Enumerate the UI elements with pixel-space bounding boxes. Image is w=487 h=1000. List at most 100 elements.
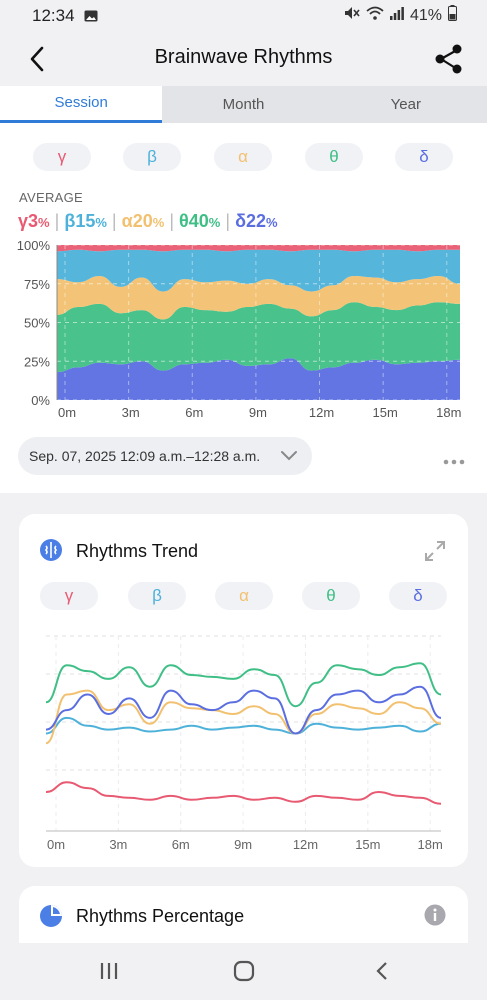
avg-alpha-unit: % (152, 215, 165, 230)
image-notification-icon (84, 9, 98, 27)
tab-session[interactable]: Session (0, 86, 163, 123)
avg-divider: | (225, 211, 231, 231)
trend-filter-theta[interactable]: θ (302, 582, 360, 610)
nav-back-icon (376, 962, 387, 980)
avg-delta: δ22% (235, 211, 278, 231)
recents-icon (100, 963, 118, 979)
wifi-icon (366, 6, 384, 25)
trend-filter-gamma[interactable]: γ (40, 582, 98, 610)
stack-area-alpha (57, 276, 460, 320)
x-tick-label: 0m (58, 405, 76, 420)
avg-beta: β15% (64, 211, 107, 231)
y-tick-label: 0% (31, 393, 50, 408)
y-tick-label: 100% (17, 238, 51, 253)
session-range-text: Sep. 07, 2025 12:09 a.m.–12:28 a.m. (29, 448, 261, 464)
avg-alpha: α20% (122, 211, 165, 231)
x-tick-label: 15m (373, 405, 398, 420)
avg-gamma: γ3% (18, 211, 50, 231)
trend-card-title: Rhythms Trend (76, 541, 199, 561)
info-button[interactable] (424, 904, 446, 926)
avg-theta: θ40% (179, 211, 220, 231)
more-dots-icon (443, 459, 465, 465)
x-tick-label: 12m (293, 837, 318, 852)
pie-chart-icon (39, 904, 63, 928)
x-tick-label: 18m (436, 405, 461, 420)
trend-filter-alpha[interactable]: α (215, 582, 273, 610)
filter-alpha[interactable]: α (214, 143, 272, 171)
average-label: AVERAGE (19, 190, 83, 205)
avg-beta-value: 15 (75, 211, 96, 231)
status-time: 12:34 (32, 6, 75, 25)
avg-beta-symbol: β (64, 211, 76, 231)
mute-icon (344, 6, 360, 25)
x-tick-label: 15m (355, 837, 380, 852)
x-tick-label: 12m (309, 405, 334, 420)
tab-month[interactable]: Month (222, 96, 265, 113)
rhythm-filter-row: γ β α θ δ (0, 143, 487, 171)
app-bar: Brainwave Rhythms (0, 32, 487, 86)
info-icon (424, 904, 446, 926)
stack-area-beta (57, 249, 460, 292)
x-tick-label: 6m (185, 405, 203, 420)
y-tick-label: 75% (24, 277, 50, 292)
status-indicators: 41% (344, 5, 457, 26)
y-tick-label: 25% (24, 354, 50, 369)
x-tick-label: 18m (418, 837, 443, 852)
y-tick-label: 50% (24, 316, 50, 331)
tab-year[interactable]: Year (390, 96, 421, 113)
expand-icon (425, 541, 445, 561)
avg-beta-unit: % (95, 215, 107, 230)
x-tick-label: 9m (234, 837, 252, 852)
avg-divider: | (169, 211, 174, 231)
brain-icon (39, 538, 63, 562)
filter-theta[interactable]: θ (305, 143, 363, 171)
session-panel: γ β α θ δ AVERAGE γ3% | β15% | α20% | θ4… (0, 123, 487, 493)
avg-divider: | (54, 211, 60, 231)
trend-filter-beta[interactable]: β (128, 582, 186, 610)
trend-line-γ (45, 781, 442, 805)
home-button[interactable] (231, 960, 257, 982)
stack-area-gamma (57, 245, 460, 252)
rhythms-trend-card: Rhythms Trend γ β α θ δ 0m 3m 6m 9m 12m 15m 18… (19, 514, 468, 867)
avg-alpha-value: 20 (132, 211, 153, 231)
more-options-button[interactable] (443, 453, 465, 465)
stack-area-theta (57, 302, 460, 373)
avg-divider: | (111, 211, 117, 231)
trend-line-β (45, 716, 442, 735)
avg-delta-unit: % (266, 215, 278, 230)
average-values: γ3% | β15% | α20% | θ40% | δ22% (18, 211, 278, 232)
share-icon (435, 44, 462, 74)
nav-back-button[interactable] (370, 960, 396, 982)
expand-button[interactable] (424, 540, 446, 562)
share-button[interactable] (433, 42, 465, 76)
signal-icon (389, 6, 404, 25)
recents-button[interactable] (96, 960, 122, 982)
back-button[interactable] (22, 44, 54, 74)
percentage-card-title: Rhythms Percentage (76, 906, 245, 926)
trend-line-α (45, 689, 442, 745)
system-nav-bar (0, 943, 487, 1000)
avg-theta-symbol: θ (179, 211, 189, 231)
avg-gamma-value: 3 (28, 211, 39, 231)
x-tick-label: 3m (109, 837, 127, 852)
home-icon (233, 960, 255, 982)
battery-percent: 41% (409, 6, 442, 24)
filter-beta[interactable]: β (123, 143, 181, 171)
filter-gamma[interactable]: γ (33, 143, 91, 171)
session-range-selector[interactable]: Sep. 07, 2025 12:09 a.m.–12:28 a.m. (18, 437, 312, 475)
x-tick-label: 9m (249, 405, 267, 420)
trend-line-θ (45, 662, 442, 708)
avg-gamma-symbol: γ (18, 211, 29, 231)
trend-filter-delta[interactable]: δ (389, 582, 447, 610)
stacked-area-chart: 0% 25% 50% 75% 100% 0m 3m 6m 9m 12m 15m 18m (17, 238, 462, 420)
period-tabs: Session Month Year (0, 86, 487, 123)
stack-area-delta (57, 358, 460, 400)
chevron-down-icon (280, 448, 298, 467)
avg-delta-symbol: δ (235, 211, 246, 231)
filter-delta[interactable]: δ (395, 143, 453, 171)
trend-line-δ (45, 685, 442, 735)
avg-delta-value: 22 (245, 211, 267, 231)
avg-alpha-symbol: α (121, 211, 133, 231)
x-tick-label: 3m (122, 405, 140, 420)
x-tick-label: 6m (172, 837, 190, 852)
